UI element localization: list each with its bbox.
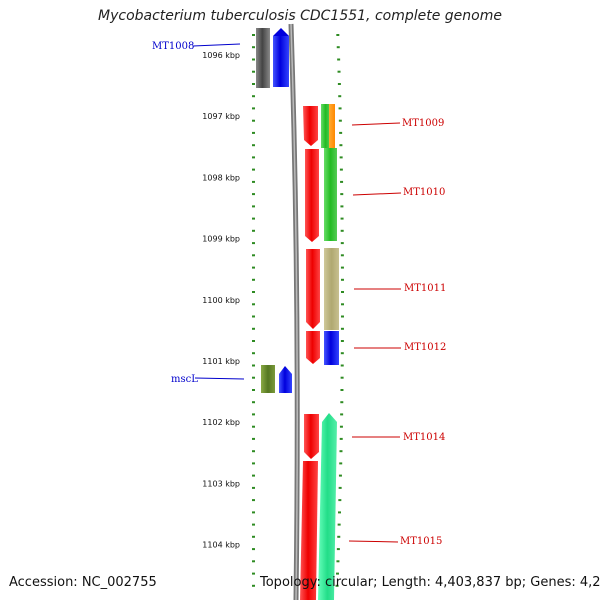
kbp-label: 1104 kbp (202, 541, 240, 550)
gene-mt1010-green[interactable] (324, 148, 337, 241)
leader-mt1009 (351, 122, 401, 126)
gene-mt1009-green[interactable] (321, 104, 330, 148)
tick-marks (252, 34, 344, 587)
gene-mt1012-blue[interactable] (324, 331, 339, 365)
gene-label-mt1012[interactable]: MT1012 (404, 342, 446, 353)
kbp-label: 1099 kbp (202, 235, 240, 244)
map-title: Mycobacterium tuberculosis CDC1551, comp… (98, 8, 502, 24)
kbp-label: 1101 kbp (202, 357, 240, 366)
gene-label-mt1008[interactable]: MT1008 (152, 41, 194, 52)
kbp-label: 1096 kbp (202, 51, 240, 60)
topology-text: Topology: circular; Length: 4,403,837 bp… (260, 575, 600, 590)
kbp-label: 1098 kbp (202, 173, 240, 182)
kbp-label: 1097 kbp (202, 112, 240, 121)
gene-label-mt1009[interactable]: MT1009 (402, 118, 444, 129)
gene-mscl-blue[interactable] (279, 366, 292, 393)
gene-mt1012[interactable] (306, 331, 320, 364)
gene-mt1010[interactable] (305, 149, 319, 242)
leader-mt1010 (352, 192, 402, 196)
gene-mt1011[interactable] (306, 249, 320, 329)
backbone-arc-highlight (290, 23, 298, 600)
gene-mt1008-blue-body[interactable] (273, 36, 289, 87)
gene-mt1009-orange[interactable] (329, 104, 335, 148)
kbp-label: 1102 kbp (202, 418, 240, 427)
gene-mt1008-grey[interactable] (256, 28, 270, 88)
gene-mscl-olive[interactable] (261, 365, 275, 393)
gene-mt1008-blue-head (273, 28, 289, 36)
leader-mt1008 (192, 43, 241, 47)
gene-label-mt1010[interactable]: MT1010 (403, 187, 445, 198)
kbp-label: 1103 kbp (202, 479, 240, 488)
leader-mscl (194, 377, 245, 380)
gene-mt1014[interactable] (304, 414, 319, 459)
gene-label-mt1014[interactable]: MT1014 (403, 432, 445, 443)
gene-mt1014-mint[interactable] (318, 413, 337, 600)
accession-text: Accession: NC_002755 (9, 575, 157, 590)
gene-label-mt1011[interactable]: MT1011 (404, 283, 446, 294)
leader-mt1015 (348, 540, 399, 543)
gene-mt1009[interactable] (303, 106, 318, 146)
gene-mt1011-khaki[interactable] (324, 248, 339, 330)
gene-label-mt1015[interactable]: MT1015 (400, 536, 442, 547)
kbp-axis: 1096 kbp 1097 kbp 1098 kbp 1099 kbp 1100 kbp… (202, 51, 240, 550)
gene-label-mscl[interactable]: mscL (171, 374, 198, 385)
kbp-label: 1100 kbp (202, 296, 240, 305)
gene-mt1015[interactable] (300, 461, 318, 600)
